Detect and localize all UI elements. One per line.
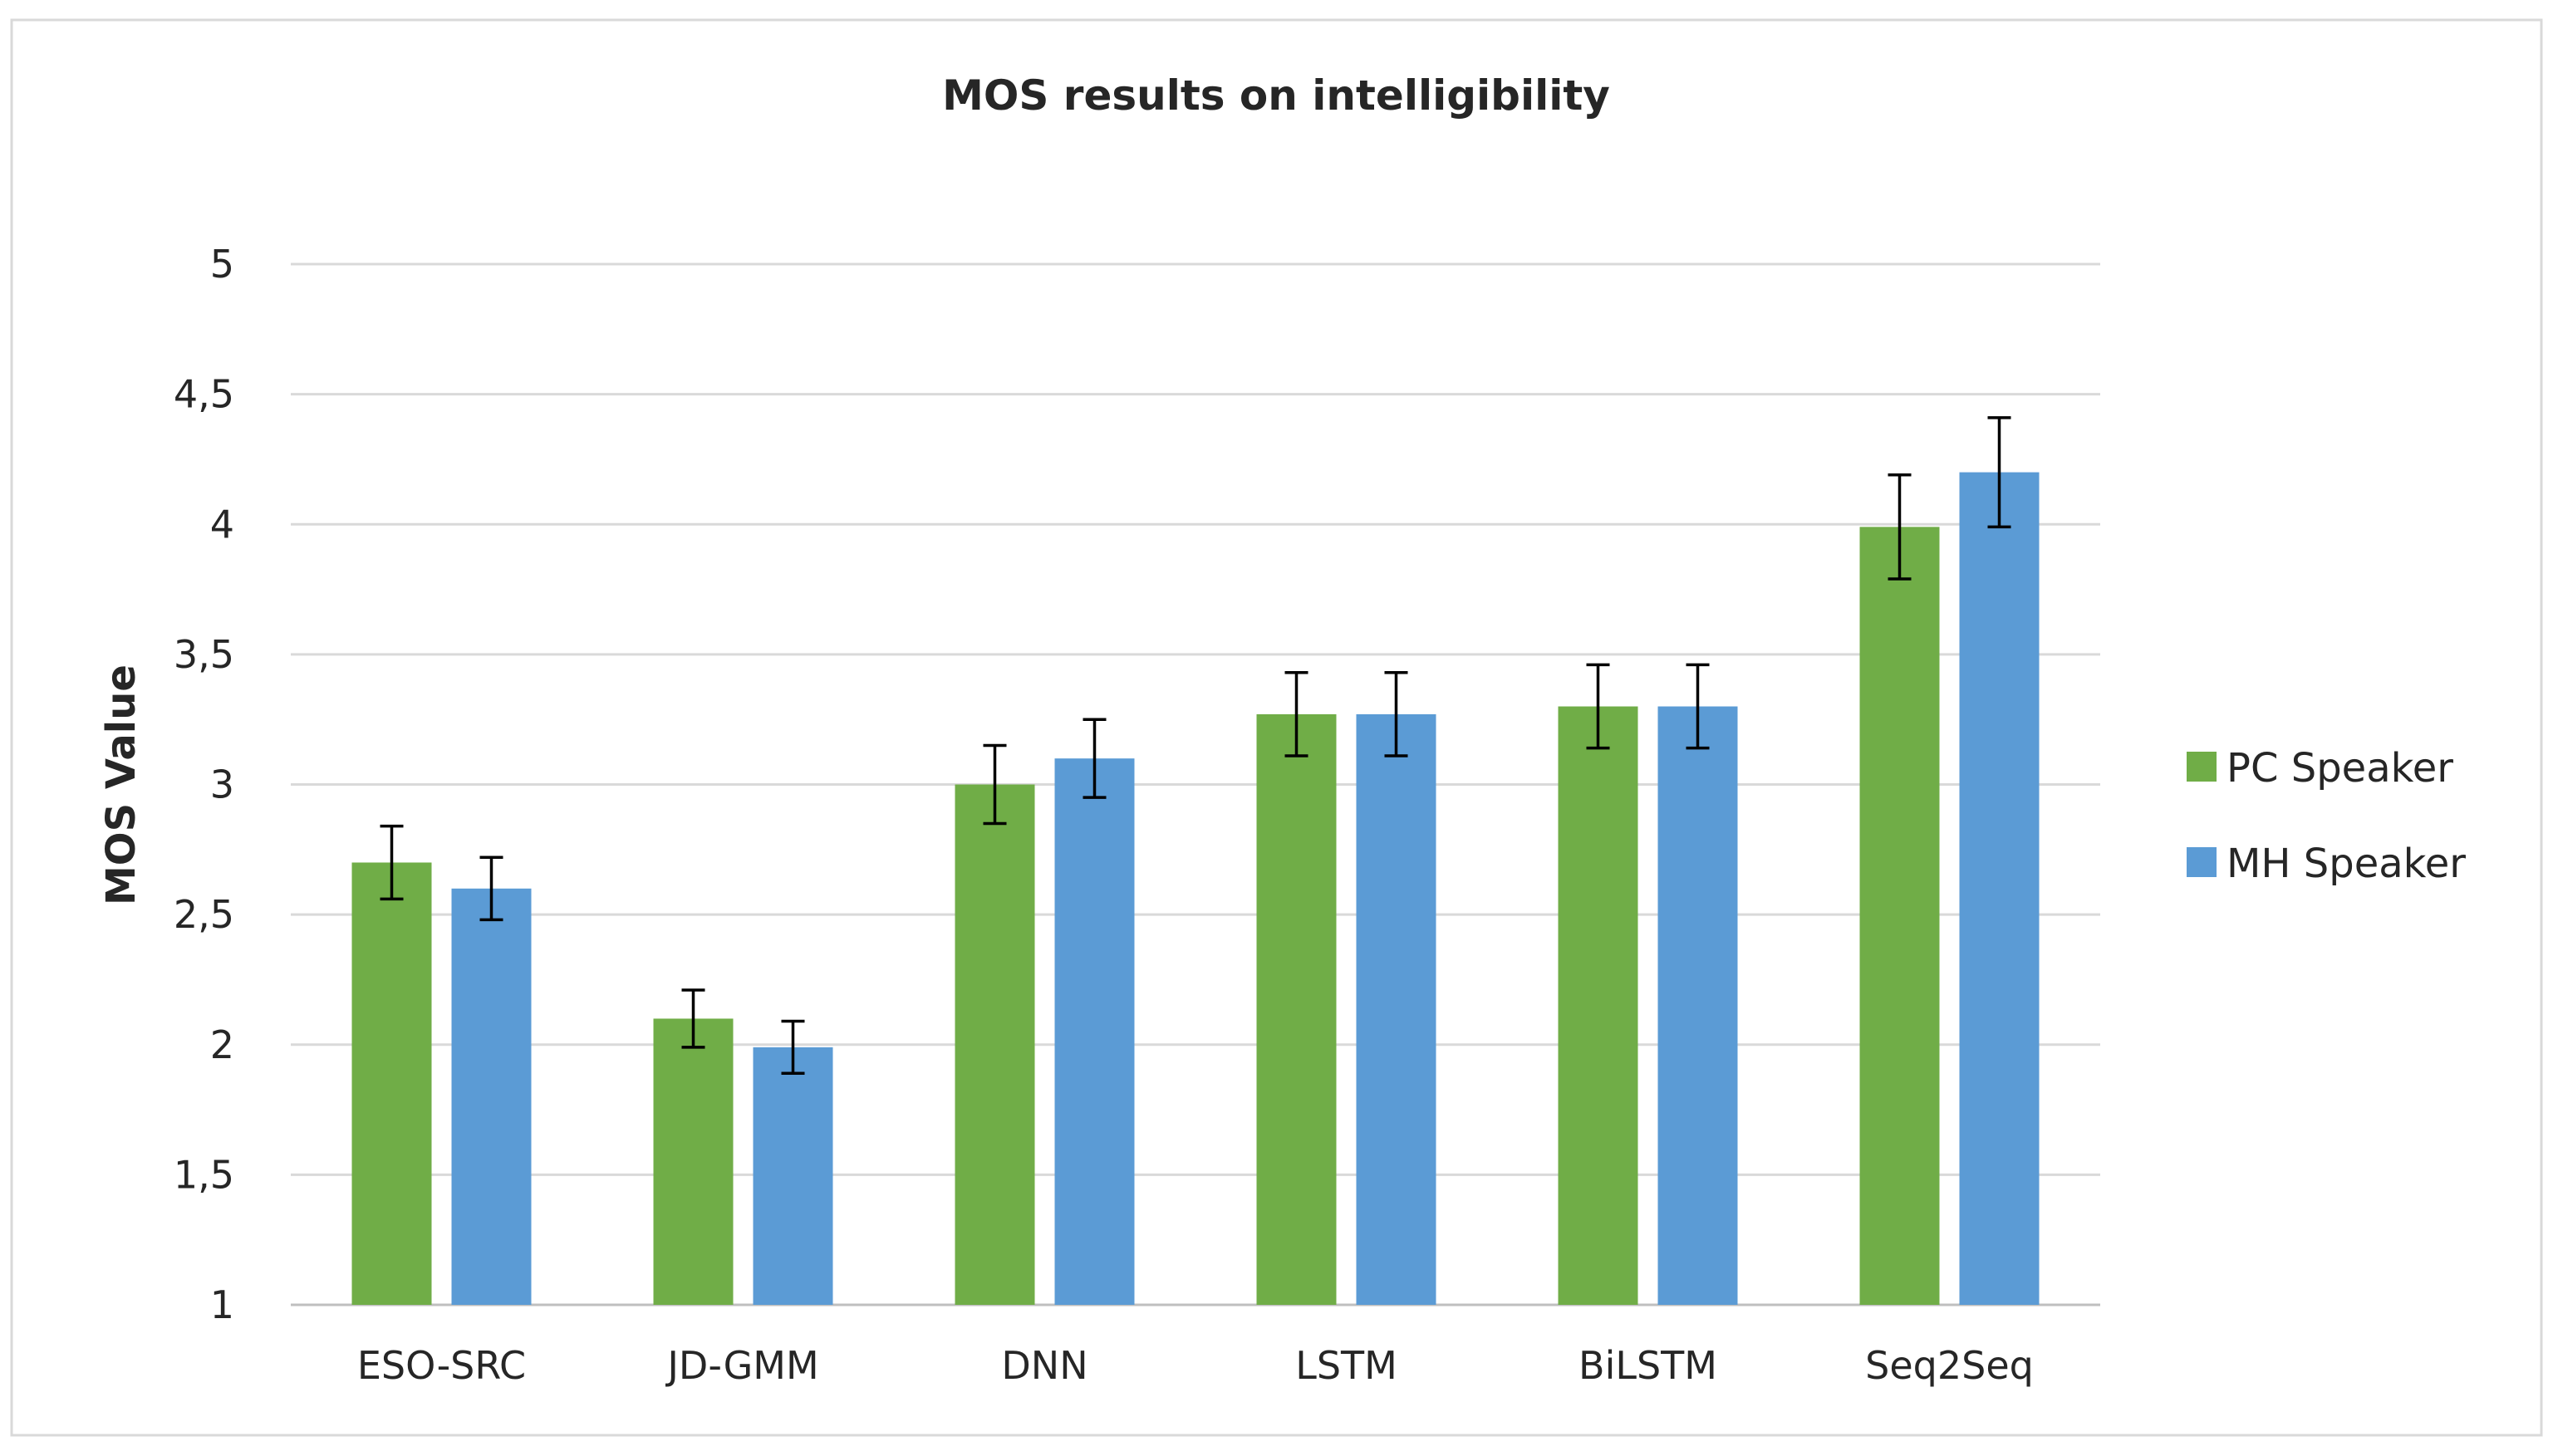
chart-title: MOS results on intelligibility <box>942 71 1610 120</box>
x-tick-label: BiLSTM <box>1578 1343 1717 1388</box>
legend-item: PC Speaker <box>2187 745 2453 792</box>
legend-item: MH Speaker <box>2187 841 2466 887</box>
x-tick-label: JD-GMM <box>665 1343 818 1388</box>
bar-pc-speaker <box>351 862 432 1305</box>
y-tick-label: 5 <box>210 242 234 287</box>
y-axis-ticks: 1 1,5 2 2,5 3 3,5 4 4,5 5 <box>174 242 234 1327</box>
y-tick-label: 3,5 <box>174 632 234 677</box>
bar-mh-speaker <box>451 888 532 1305</box>
y-tick-label: 2 <box>210 1022 234 1067</box>
bar-pc-speaker <box>955 784 1035 1305</box>
x-tick-label: DNN <box>1001 1343 1087 1388</box>
x-axis-ticks: ESO-SRC JD-GMM DNN LSTM BiLSTM Seq2Seq <box>357 1343 2034 1388</box>
y-tick-label: 1,5 <box>174 1152 234 1197</box>
bar-pc-speaker <box>1256 713 1337 1305</box>
gridlines <box>291 262 2100 1306</box>
legend: PC Speaker MH Speaker <box>2187 745 2466 887</box>
y-tick-label: 1 <box>210 1282 234 1327</box>
legend-label: PC Speaker <box>2227 745 2453 792</box>
bars <box>351 472 2040 1305</box>
bar-mh-speaker <box>1959 472 2040 1305</box>
error-bars <box>380 416 2011 1075</box>
bar-pc-speaker <box>653 1018 734 1305</box>
y-tick-label: 3 <box>210 762 234 807</box>
x-tick-label: Seq2Seq <box>1865 1343 2034 1388</box>
x-tick-label: LSTM <box>1295 1343 1397 1388</box>
legend-label: MH Speaker <box>2227 841 2466 887</box>
bar-mh-speaker <box>1356 713 1436 1305</box>
y-axis-title: MOS Value <box>98 664 145 905</box>
bar-pc-speaker <box>1558 706 1638 1305</box>
legend-swatch <box>2187 847 2217 877</box>
y-tick-label: 2,5 <box>174 892 234 937</box>
bar-mh-speaker <box>753 1047 833 1305</box>
y-tick-label: 4 <box>210 502 234 547</box>
x-tick-label: ESO-SRC <box>357 1343 526 1388</box>
bar-mh-speaker <box>1657 706 1738 1305</box>
legend-swatch <box>2187 752 2217 782</box>
bar-mh-speaker <box>1054 758 1135 1305</box>
bar-pc-speaker <box>1859 527 1940 1305</box>
y-tick-label: 4,5 <box>174 372 234 417</box>
